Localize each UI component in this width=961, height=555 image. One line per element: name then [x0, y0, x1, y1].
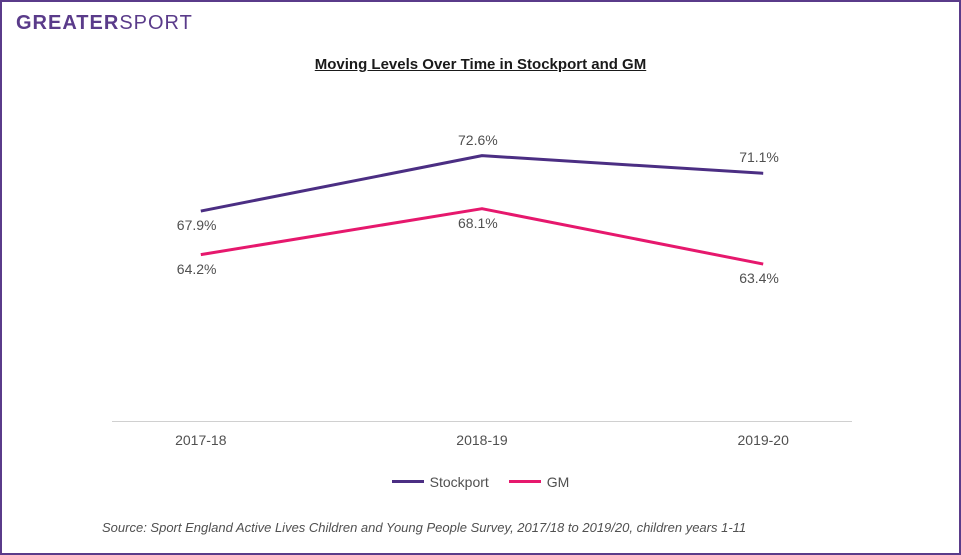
data-label: 64.2%: [177, 261, 217, 277]
source-text: Source: Sport England Active Lives Child…: [102, 519, 899, 537]
data-label: 68.1%: [458, 215, 498, 231]
data-label: 72.6%: [458, 132, 498, 148]
data-label: 63.4%: [739, 270, 779, 286]
legend-label: GM: [547, 474, 570, 490]
series-line-stockport: [201, 156, 763, 211]
x-tick-label: 2017-18: [175, 432, 226, 448]
logo-part2: SPORT: [119, 12, 193, 34]
legend-item-stockport: Stockport: [392, 474, 489, 490]
legend-swatch: [392, 480, 424, 483]
legend-swatch: [509, 480, 541, 483]
chart-plot-area: 67.9%72.6%71.1%64.2%68.1%63.4%2017-18201…: [112, 92, 852, 422]
logo-part1: GREATER: [16, 12, 119, 34]
legend-item-gm: GM: [509, 474, 570, 490]
legend: Stockport GM: [2, 470, 959, 490]
x-tick-label: 2019-20: [737, 432, 788, 448]
chart-title: Moving Levels Over Time in Stockport and…: [2, 56, 959, 73]
data-label: 67.9%: [177, 217, 217, 233]
logo: GREATERSPORT: [16, 12, 193, 35]
legend-label: Stockport: [430, 474, 489, 490]
chart-frame: GREATERSPORT Moving Levels Over Time in …: [0, 0, 961, 555]
data-label: 71.1%: [739, 149, 779, 165]
x-tick-label: 2018-19: [456, 432, 507, 448]
